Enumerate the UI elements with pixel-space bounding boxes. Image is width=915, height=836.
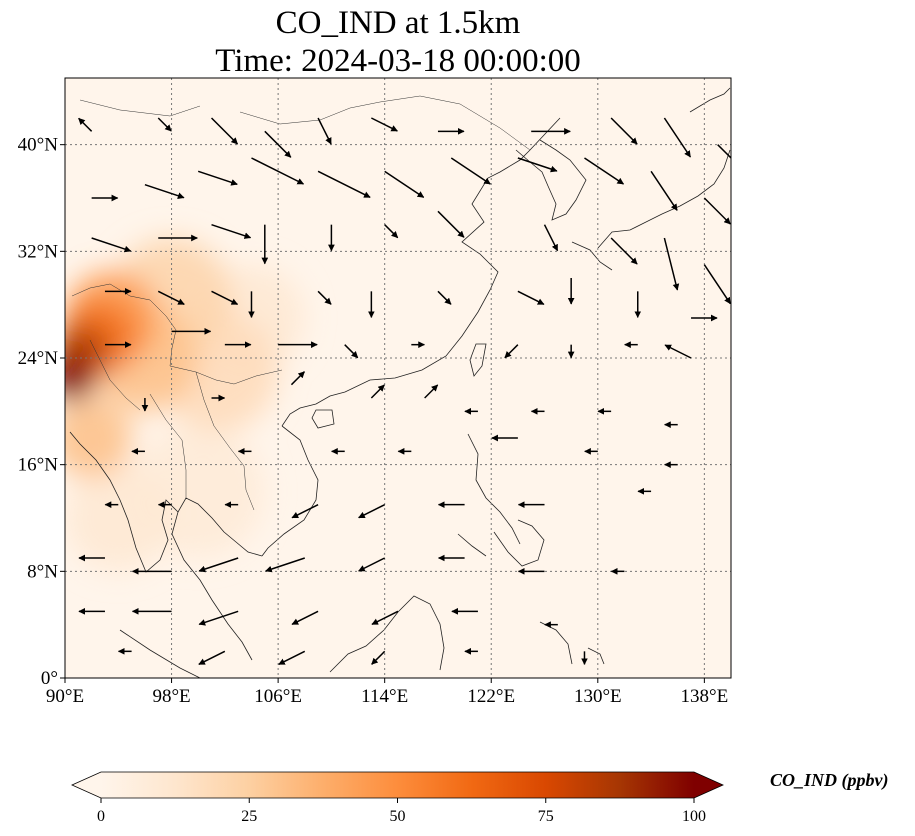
coastlines [69, 87, 731, 678]
y-tick-label: 40°N [18, 135, 59, 156]
wind-arrow [317, 290, 332, 305]
wind-arrow [264, 130, 292, 158]
x-tick-label: 98°E [152, 686, 190, 707]
wind-arrow [610, 237, 638, 265]
colorbar-label: CO_IND (ppbv) [770, 770, 889, 791]
x-tick-label: 122°E [467, 686, 515, 707]
x-tick-label: 114°E [361, 686, 408, 707]
wind-arrow [78, 117, 93, 132]
wind-arrow [210, 117, 239, 145]
colorbar-tick-label: 100 [682, 808, 706, 825]
colorbar-ticks: 0 25 50 75 100 [97, 798, 706, 825]
wind-arrow [291, 503, 319, 519]
wind-arrow [504, 344, 519, 359]
wind-arrow [371, 650, 386, 665]
wind-arrow [371, 117, 398, 132]
wind-arrow [358, 557, 386, 572]
wind-arrow [211, 290, 239, 306]
country-borders [71, 95, 531, 511]
wind-arrow [650, 170, 678, 211]
colorbar-extend-high [694, 772, 723, 798]
colorbar-tick-label: 75 [538, 808, 554, 825]
colorbar-tick-label: 50 [390, 808, 406, 825]
wind-arrow [144, 183, 185, 199]
map-frame [64, 77, 732, 679]
wind-arrow [265, 557, 305, 573]
wind-arrow [664, 344, 692, 359]
colorbar-gradient [101, 772, 694, 798]
wind-arrow [703, 197, 731, 225]
x-tick-label: 138°E [681, 686, 729, 707]
wind-arrow [344, 344, 359, 359]
wind-arrow [278, 650, 306, 666]
wind-arrow [517, 290, 545, 306]
wind-arrow [370, 384, 385, 399]
map-subtitle-time: Time: 2024-03-18 00:00:00 [215, 43, 581, 79]
concentration-blob [65, 398, 132, 478]
wind-arrow [663, 237, 680, 291]
x-tick-label: 130°E [574, 686, 622, 707]
x-tick-label: 90°E [46, 686, 84, 707]
wind-arrow [91, 237, 132, 253]
latitude-axis: 0° 8°N 16°N 24°N 32°N 40°N [18, 135, 65, 689]
map-gridlines [65, 78, 731, 678]
wind-arrow [358, 503, 386, 519]
y-tick-label: 16°N [18, 455, 59, 476]
wind-arrow [211, 223, 252, 239]
wind-arrow [317, 117, 332, 145]
y-tick-label: 0° [41, 668, 58, 689]
y-tick-label: 8°N [27, 561, 58, 582]
wind-arrow [371, 610, 399, 626]
wind-arrow [424, 384, 439, 399]
wind-arrow [610, 117, 638, 145]
map-title: CO_IND at 1.5km [275, 5, 521, 41]
wind-arrow [317, 170, 371, 199]
wind-arrow [198, 610, 239, 626]
wind-arrow [517, 157, 558, 173]
wind-arrow [197, 170, 238, 186]
colorbar-tick-label: 0 [97, 808, 105, 825]
wind-arrow [384, 224, 399, 239]
wind-arrow [584, 157, 625, 185]
wind-arrow [251, 157, 305, 185]
wind-arrow [663, 117, 692, 158]
wind-arrow [198, 650, 226, 666]
wind-arrow [157, 117, 172, 132]
y-tick-label: 24°N [18, 348, 59, 369]
colorbar: 0 25 50 75 100 CO_IND (ppbv) [71, 770, 889, 825]
colorbar-tick-label: 25 [241, 808, 257, 825]
wind-arrow [703, 264, 731, 305]
colorbar-extend-low [72, 772, 101, 798]
y-tick-label: 32°N [18, 241, 59, 262]
concentration-blob [65, 464, 172, 572]
wind-vector-field [78, 117, 731, 666]
wind-arrow [198, 557, 239, 573]
wind-arrow [157, 290, 185, 306]
wind-arrow [437, 210, 465, 238]
wind-arrow [290, 371, 305, 386]
wind-arrow [450, 157, 491, 185]
wind-arrow [291, 610, 319, 626]
x-tick-label: 106°E [254, 686, 302, 707]
wind-arrow [437, 290, 452, 305]
wind-arrow [543, 224, 559, 252]
concentration-blob [65, 354, 96, 402]
longitude-axis: 90°E 98°E 106°E 114°E 122°E 130°E 138°E [46, 678, 728, 707]
wind-arrow [384, 170, 425, 198]
